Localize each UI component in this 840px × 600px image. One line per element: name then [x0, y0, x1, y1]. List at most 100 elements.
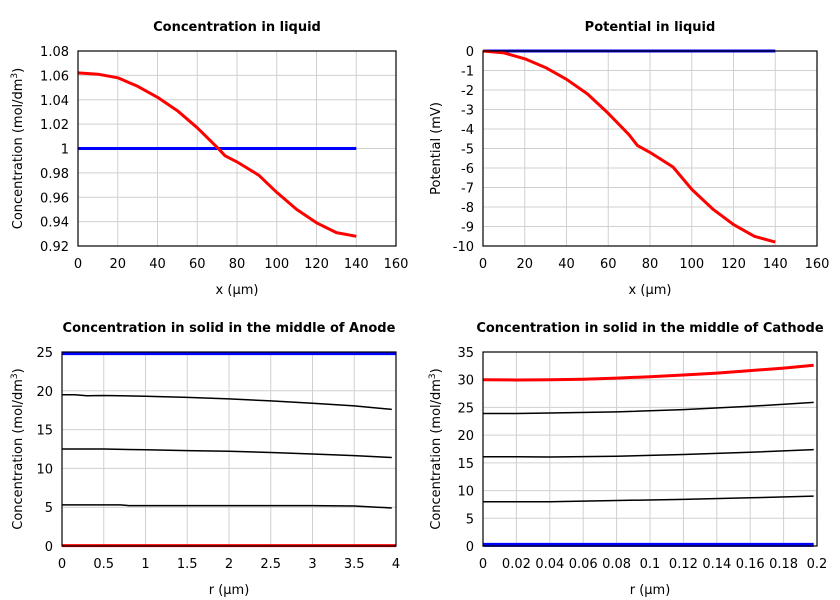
y-tick-label: 0 [45, 540, 53, 555]
x-tick-label: 0.06 [569, 557, 598, 572]
x-tick-label: 20 [109, 257, 126, 272]
series-line-1 [482, 363, 814, 382]
y-axis-label-end: ) [429, 368, 444, 373]
x-tick-label: 0 [58, 557, 66, 572]
y-axis-label-end: ) [11, 68, 26, 73]
y-tick-label: -6 [461, 162, 474, 177]
y-tick-label: 10 [36, 462, 53, 477]
x-tick-label: 100 [679, 257, 704, 272]
subplot-3: Concentration in solid in the middle of … [10, 321, 400, 598]
series-line-4 [483, 495, 814, 503]
y-axis-label-end: ) [11, 368, 26, 373]
y-tick-label: 0.98 [40, 167, 69, 182]
x-tick-label: 0 [479, 557, 487, 572]
series-line-4 [62, 504, 392, 509]
y-tick-label: 1.08 [40, 45, 69, 60]
x-tick-label: 0.12 [669, 557, 698, 572]
series-line-2 [77, 71, 357, 238]
x-tick-label: 0.5 [93, 557, 114, 572]
x-tick-label: 4 [392, 557, 400, 572]
x-tick-label: 3.5 [344, 557, 365, 572]
plot-frame [61, 351, 397, 547]
x-tick-label: 140 [763, 257, 788, 272]
y-axis-label: Potential (mV) [429, 102, 444, 195]
y-tick-label: 1.04 [40, 94, 69, 109]
x-tick-label: 0 [479, 257, 487, 272]
x-tick-label: 140 [344, 257, 369, 272]
y-tick-label: 15 [457, 457, 474, 472]
x-tick-label: 2.5 [260, 557, 281, 572]
x-tick-label: 0.1 [640, 557, 661, 572]
y-axis-label-main: Potential (mV) [429, 102, 444, 195]
y-tick-label: -1 [461, 65, 474, 80]
y-tick-label: 15 [36, 424, 53, 439]
y-tick-label: -3 [461, 104, 474, 119]
y-axis-label-sup: 3 [428, 373, 438, 379]
subplot-1: Concentration in liquid 0 20 40 60 80 100 120 14… [10, 20, 408, 298]
y-axis-label-sup: 3 [10, 373, 20, 379]
y-tick-label: -4 [461, 123, 474, 138]
x-tick-label: 0.02 [502, 557, 531, 572]
series-line-3 [483, 448, 814, 458]
series-line-2 [62, 393, 392, 411]
series-line-3 [62, 448, 392, 459]
x-tick-label: 120 [304, 257, 329, 272]
x-tick-label: 1 [141, 557, 149, 572]
x-tick-label: 0.2 [807, 557, 828, 572]
plot-frame [482, 351, 818, 547]
y-tick-label: 20 [36, 385, 53, 400]
y-axis-label-main: Concentration (mol/dm [429, 379, 444, 530]
x-tick-label: 0.04 [535, 557, 564, 572]
x-tick-label: 0.08 [602, 557, 631, 572]
x-axis-label: x (µm) [629, 283, 672, 298]
x-tick-label: 0.16 [736, 557, 765, 572]
y-tick-label: 5 [45, 501, 53, 516]
x-tick-label: 1.5 [177, 557, 198, 572]
x-tick-label: 40 [558, 257, 575, 272]
x-tick-label: 80 [229, 257, 246, 272]
y-tick-label: 1 [61, 143, 69, 158]
subplot-2: Potential in liquid 0 20 40 60 80 100 120 140 160… [429, 20, 829, 298]
y-axis-label-main: Concentration (mol/dm [11, 379, 26, 530]
y-tick-label: 10 [457, 485, 474, 500]
x-tick-label: 3 [308, 557, 316, 572]
x-tick-label: 120 [721, 257, 746, 272]
y-tick-label: -8 [461, 201, 474, 216]
x-tick-label: 60 [189, 257, 206, 272]
x-tick-label: 40 [149, 257, 166, 272]
y-tick-label: 20 [457, 429, 474, 444]
x-tick-label: 0.14 [702, 557, 731, 572]
x-tick-label: 160 [805, 257, 830, 272]
y-tick-label: -10 [453, 240, 474, 255]
x-tick-label: 0.18 [769, 557, 798, 572]
y-tick-label: 25 [457, 401, 474, 416]
y-axis-label: Concentration (mol/dm3) [428, 368, 444, 530]
x-tick-label: 20 [516, 257, 533, 272]
y-tick-label: 5 [466, 512, 474, 527]
y-tick-label: 25 [36, 346, 53, 361]
plot-frame [77, 50, 397, 247]
y-tick-label: 1.06 [40, 69, 69, 84]
subplot-4: Concentration in solid in the middle of … [428, 321, 827, 598]
y-tick-label: -7 [461, 182, 474, 197]
y-tick-label: 0 [466, 540, 474, 555]
y-tick-label: 1.02 [40, 118, 69, 133]
y-tick-label: 30 [457, 374, 474, 389]
chart-title: Concentration in solid in the middle of … [476, 321, 824, 336]
x-tick-label: 80 [642, 257, 659, 272]
x-tick-label: 2 [225, 557, 233, 572]
chart-title: Concentration in solid in the middle of … [63, 321, 396, 336]
x-tick-label: 160 [384, 257, 409, 272]
series-line-2 [483, 401, 814, 415]
y-tick-label: -9 [461, 221, 474, 236]
y-tick-label: -5 [461, 143, 474, 158]
chart-title: Potential in liquid [585, 20, 716, 35]
x-tick-label: 0 [74, 257, 82, 272]
y-tick-label: 0 [466, 45, 474, 60]
y-axis-label-main: Concentration (mol/dm [11, 79, 26, 230]
y-tick-label: 0.92 [40, 240, 69, 255]
y-tick-label: -2 [461, 84, 474, 99]
x-tick-label: 60 [600, 257, 617, 272]
y-axis-label: Concentration (mol/dm3) [10, 368, 26, 530]
